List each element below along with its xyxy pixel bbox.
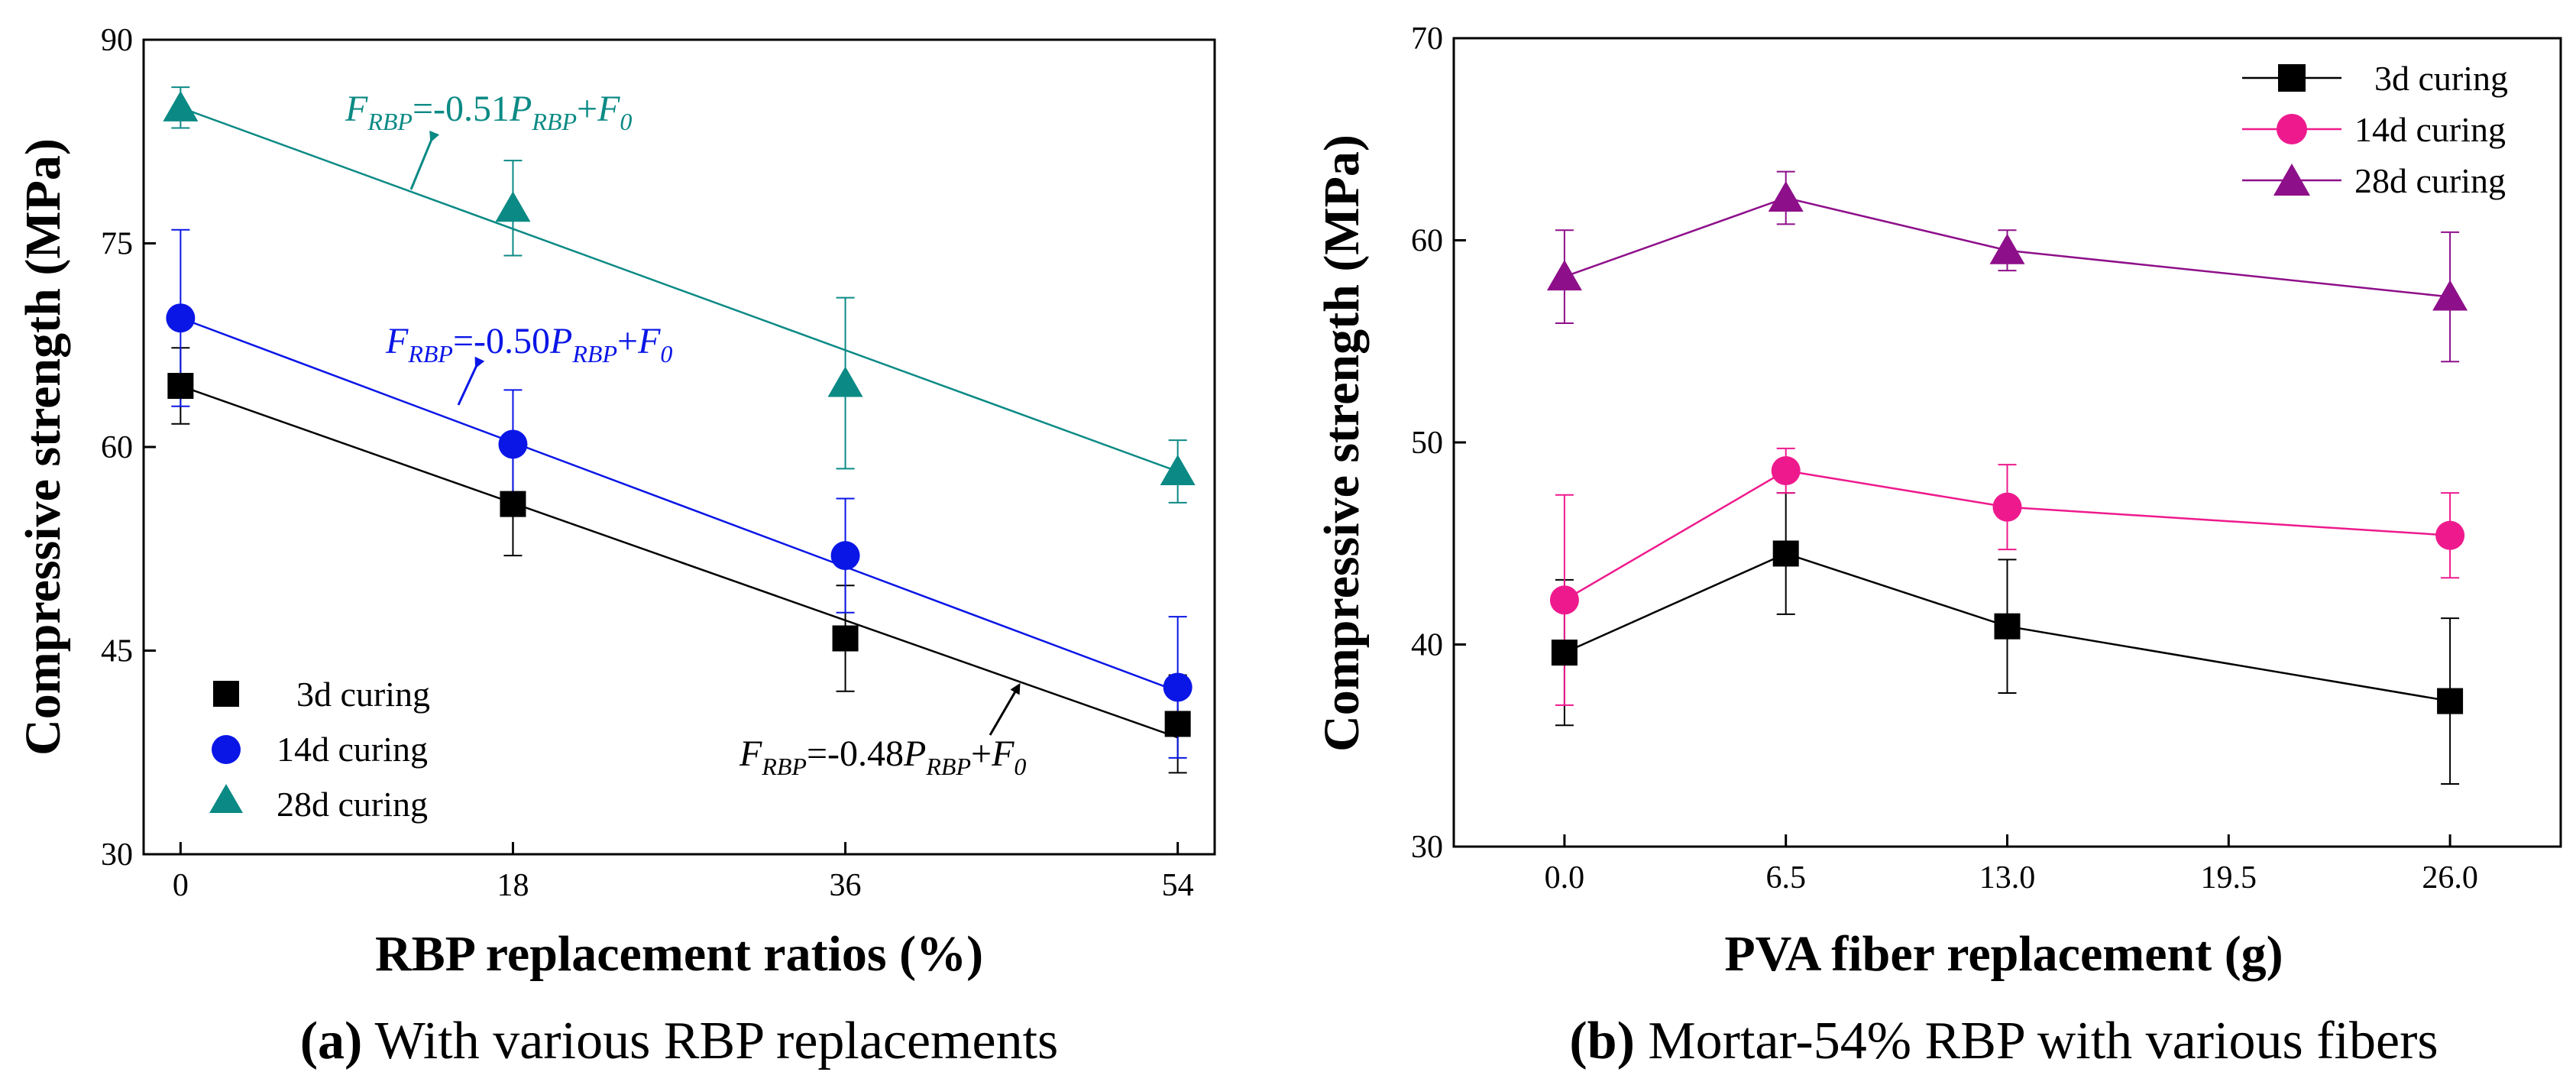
legend-b-circle-marker <box>2277 114 2307 144</box>
series-line <box>1564 196 2451 298</box>
data-point <box>1771 456 1801 486</box>
chart-b-series-lines <box>1564 196 2451 702</box>
y-tick-label: 60 <box>101 430 133 465</box>
chart-b-ylabel: Compressive strength (MPa) <box>1314 134 1370 752</box>
chart-a-y-axis: 30 45 60 75 90 <box>101 23 156 873</box>
y-tick-label: 40 <box>1411 628 1443 663</box>
chart-a-ylabel: Compressive strength (MPa) <box>15 138 71 756</box>
data-point <box>1164 711 1191 737</box>
legend-a-3d-label: 3d curing <box>296 675 430 714</box>
data-point <box>832 625 859 652</box>
x-tick-label: 13.0 <box>1979 860 2036 896</box>
chart-b-caption: (b) Mortar-54% RBP with various fibers <box>1569 1012 2438 1070</box>
legend-b-14d-label: 14d curing <box>2354 110 2506 149</box>
chart-b-plot-frame <box>1452 37 2562 848</box>
chart-a-legend: 3d curing 14d curing 28d curing <box>209 675 430 824</box>
data-point <box>500 491 526 517</box>
chart-a-eq-28d-arrow <box>409 130 440 190</box>
legend-a-square-marker <box>213 681 239 707</box>
x-tick-label: 36 <box>830 868 862 903</box>
chart-a: 30 45 60 75 90 0 18 36 54 Compressive strength … <box>15 23 1216 1070</box>
data-point <box>1768 180 1804 212</box>
chart-a-eq-14d: FRBP=-0.50PRBP+F0 <box>385 321 672 368</box>
legend-a-circle-marker <box>212 735 241 764</box>
data-point <box>827 366 863 397</box>
y-tick-label: 70 <box>1411 21 1443 57</box>
chart-b-markers <box>1546 180 2468 714</box>
chart-b-xlabel: PVA fiber replacement (g) <box>1724 926 2283 982</box>
data-point <box>167 373 194 400</box>
fit-line <box>180 106 1179 473</box>
data-point <box>1989 233 2025 264</box>
legend-a-14d-label: 14d curing <box>277 730 428 769</box>
chart-a-fit-lines <box>180 106 1179 739</box>
x-tick-label: 19.5 <box>2201 860 2257 896</box>
series-line <box>1564 552 2451 702</box>
x-tick-label: 0 <box>173 868 189 903</box>
data-point <box>1551 640 1578 666</box>
data-point <box>166 303 196 333</box>
x-tick-label: 0.0 <box>1545 860 1585 896</box>
data-point <box>495 191 531 222</box>
chart-b-y-axis: 30 40 50 60 70 <box>1411 21 1466 865</box>
fit-line <box>180 384 1179 739</box>
y-tick-label: 75 <box>101 227 133 262</box>
data-point <box>2435 520 2465 550</box>
data-point <box>498 429 528 459</box>
legend-b-28d-label: 28d curing <box>2354 161 2506 200</box>
x-tick-label: 18 <box>497 868 529 903</box>
series-line <box>1564 469 2451 601</box>
chart-a-eq-14d-arrow <box>457 356 485 406</box>
data-point <box>1994 613 2021 640</box>
data-point <box>830 541 860 571</box>
chart-a-eq-28d: FRBP=-0.51PRBP+F0 <box>345 89 632 135</box>
y-tick-label: 45 <box>101 634 133 669</box>
chart-a-markers <box>163 90 1196 737</box>
x-tick-label: 26.0 <box>2422 860 2478 896</box>
y-tick-label: 90 <box>101 23 133 58</box>
data-point <box>1163 672 1193 702</box>
x-tick-label: 54 <box>1162 868 1194 903</box>
chart-a-eq-3d: FRBP=-0.48PRBP+F0 <box>739 734 1026 780</box>
chart-a-x-axis: 0 18 36 54 <box>173 842 1194 903</box>
y-tick-label: 50 <box>1411 426 1443 461</box>
y-tick-label: 30 <box>1411 830 1443 865</box>
data-point <box>1546 260 1582 291</box>
y-tick-label: 60 <box>1411 224 1443 259</box>
legend-b-triangle-marker <box>2273 164 2310 196</box>
chart-a-caption: (a) With various RBP replacements <box>300 1012 1059 1070</box>
chart-b: 30 40 50 60 70 0.0 6.5 13.0 19.5 26.0 Compressiv… <box>1314 21 2562 1070</box>
data-point <box>1992 492 2022 522</box>
data-point <box>1772 540 1799 567</box>
chart-a-error-bars <box>171 86 1187 774</box>
y-tick-label: 30 <box>101 837 133 873</box>
data-point <box>1549 585 1579 615</box>
legend-a-28d-label: 28d curing <box>277 785 428 824</box>
data-point <box>2437 688 2464 714</box>
chart-a-xlabel: RBP replacement ratios (%) <box>375 926 983 982</box>
chart-b-legend: 3d curing 14d curing 28d curing <box>2242 59 2508 200</box>
data-point <box>2432 280 2468 311</box>
legend-a-triangle-marker <box>209 784 243 813</box>
fit-line <box>180 317 1179 692</box>
legend-b-square-marker <box>2278 64 2306 92</box>
chart-a-eq-3d-arrow <box>989 682 1021 736</box>
chart-b-x-axis: 0.0 6.5 13.0 19.5 26.0 <box>1545 834 2478 896</box>
legend-b-3d-label: 3d curing <box>2374 59 2508 98</box>
x-tick-label: 6.5 <box>1765 860 1806 896</box>
data-point <box>1160 454 1196 485</box>
data-point <box>163 90 199 121</box>
